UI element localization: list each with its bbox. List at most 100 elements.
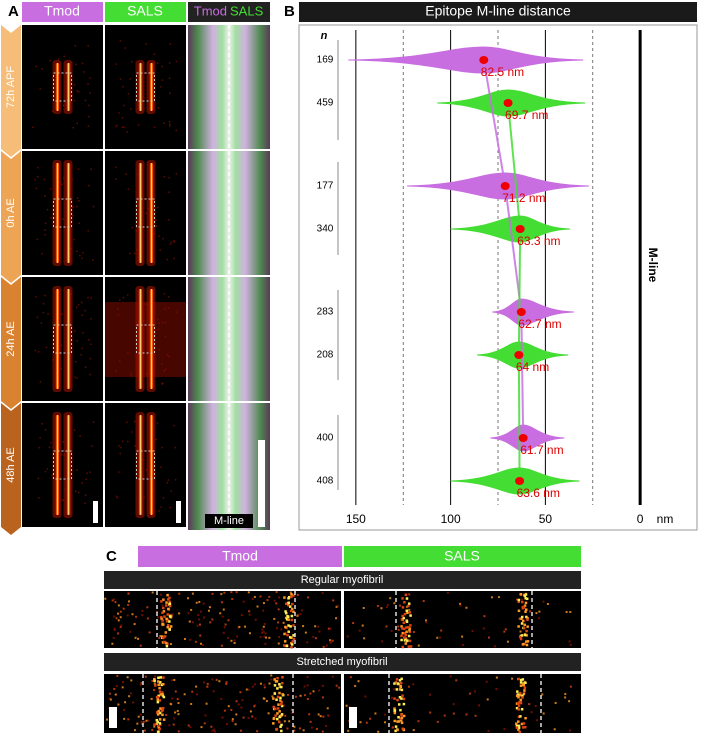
speckle <box>239 691 242 694</box>
speckle <box>78 200 80 202</box>
band-speckle <box>393 707 396 710</box>
speckle <box>61 453 63 455</box>
speckle <box>265 636 268 639</box>
speckle <box>191 592 194 595</box>
speckle <box>160 506 162 508</box>
band-speckle <box>522 683 525 687</box>
scale-bar <box>258 440 265 527</box>
speckle <box>345 704 348 707</box>
speckle <box>72 126 75 129</box>
speckle <box>127 592 130 595</box>
speckle <box>45 346 48 349</box>
speckle <box>376 605 379 608</box>
speckle <box>168 218 170 221</box>
band-speckle <box>167 607 170 611</box>
speckle <box>331 675 334 678</box>
speckle <box>234 723 237 726</box>
speckle <box>385 625 388 628</box>
band-speckle <box>279 703 283 706</box>
band-speckle <box>399 708 402 712</box>
band-speckle <box>162 610 166 613</box>
speckle <box>49 59 52 62</box>
band-speckle <box>272 722 275 725</box>
panel-label: C <box>106 548 117 565</box>
band-speckle <box>168 620 171 623</box>
speckle <box>42 302 45 305</box>
band-speckle <box>280 713 284 716</box>
speckle <box>173 717 176 720</box>
band <box>149 415 154 515</box>
band-speckle <box>393 711 397 715</box>
row-header: Regular myofibril <box>301 574 384 586</box>
speckle <box>452 712 455 715</box>
band-speckle <box>165 620 169 623</box>
speckle <box>75 306 78 309</box>
speckle <box>44 195 46 197</box>
roi-box <box>53 198 72 228</box>
band-speckle <box>161 706 165 710</box>
speckle <box>224 623 227 626</box>
band-speckle <box>399 719 403 722</box>
speckle <box>477 704 480 707</box>
speckle <box>73 429 76 431</box>
speckle <box>153 689 156 692</box>
speckle <box>170 241 173 243</box>
median-dot <box>516 308 526 316</box>
speckle <box>142 720 145 723</box>
speckle <box>529 610 532 613</box>
band-speckle <box>279 699 282 702</box>
row-label: 0h AE <box>5 198 17 227</box>
micrograph <box>22 25 103 149</box>
speckle <box>44 229 46 231</box>
speckle <box>161 383 163 385</box>
band-speckle <box>393 697 396 700</box>
speckle <box>369 717 372 720</box>
band-speckle <box>519 678 523 682</box>
speckle <box>118 360 121 362</box>
band-speckle <box>404 626 408 629</box>
speckle <box>74 490 77 493</box>
panel-label: B <box>284 3 295 20</box>
speckle <box>425 619 428 622</box>
speckle <box>268 682 271 685</box>
speckle <box>175 173 178 175</box>
speckle <box>203 722 206 725</box>
speckle <box>187 612 190 615</box>
speckle <box>76 250 78 252</box>
speckle <box>306 684 309 687</box>
median-dot <box>500 182 510 190</box>
speckle <box>151 728 154 731</box>
speckle <box>391 726 394 729</box>
band-speckle <box>164 641 168 645</box>
speckle <box>407 685 410 688</box>
band-speckle <box>522 642 525 646</box>
speckle <box>294 695 297 698</box>
x-tick-label: 0 <box>637 512 644 526</box>
band-speckle <box>519 698 522 702</box>
band-speckle <box>524 593 528 596</box>
speckle <box>248 632 251 635</box>
speckle <box>468 692 471 695</box>
speckle <box>523 691 526 694</box>
speckle <box>300 609 303 612</box>
speckle <box>238 625 241 628</box>
speckle <box>35 296 37 298</box>
speckle <box>147 719 150 722</box>
speckle <box>211 729 214 732</box>
speckle <box>326 707 329 710</box>
speckle <box>62 218 64 220</box>
speckle <box>271 695 274 698</box>
speckle <box>247 688 250 691</box>
speckle <box>121 117 124 119</box>
band-speckle <box>518 701 521 704</box>
speckle <box>242 716 245 719</box>
n-label: 177 <box>317 181 334 192</box>
speckle <box>519 630 522 633</box>
band <box>55 415 60 515</box>
speckle <box>215 678 218 681</box>
speckle <box>133 420 136 423</box>
speckle <box>498 596 501 599</box>
band-speckle <box>275 717 279 721</box>
speckle <box>155 219 157 222</box>
speckle <box>44 222 47 225</box>
